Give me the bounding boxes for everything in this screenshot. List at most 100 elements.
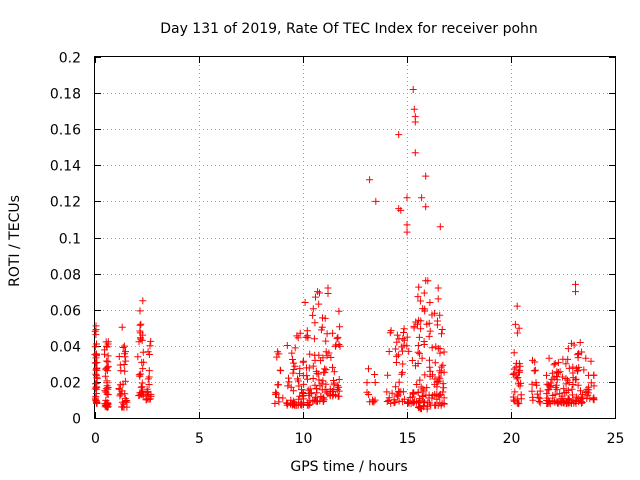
data-point [334,333,342,341]
data-point [104,352,112,360]
data-point [291,399,299,407]
data-point [543,371,550,379]
data-point [513,375,521,383]
x-tick-label: 25 [607,431,625,447]
data-point [560,385,568,393]
data-point [414,388,422,396]
data-point [312,293,319,301]
data-point [528,387,536,395]
data-point [117,367,125,375]
data-point [363,379,371,387]
data-point [294,375,301,383]
data-point [304,375,311,383]
data-point [383,398,391,405]
data-point [283,342,291,349]
data-point [298,386,305,394]
data-point [301,299,309,306]
data-point [321,314,329,322]
data-point [118,323,126,331]
data-point [415,333,423,341]
data-point [319,377,327,385]
data-point [569,374,577,382]
data-point [574,366,582,374]
data-point [398,370,406,378]
data-point [544,399,551,407]
data-point [309,375,317,382]
data-point [325,349,333,357]
data-point [418,194,426,202]
data-point [399,360,407,368]
data-point [564,355,572,363]
data-point [421,371,429,379]
data-point [416,297,424,305]
y-tick-label: 0.06 [50,304,81,320]
data-point [291,344,299,352]
data-point [405,347,413,355]
data-point [122,357,130,365]
y-tick-label: 0.02 [50,376,81,392]
y-tick-label: 0 [72,412,81,428]
data-point [274,381,282,389]
data-point [139,297,147,305]
data-point [309,362,317,370]
data-point [144,348,152,356]
data-point [416,350,423,358]
data-point [558,394,566,402]
data-point [116,381,124,389]
data-point [317,393,325,401]
data-point [410,389,418,397]
data-point [392,345,400,353]
data-point [298,401,306,409]
data-point [551,360,559,367]
data-point [404,399,412,407]
data-point [104,385,112,393]
data-point [289,369,297,377]
data-point [120,342,128,350]
data-point [550,361,558,369]
data-point [92,326,100,334]
data-point [562,360,570,368]
data-point [439,361,447,369]
data-point [137,383,145,391]
data-point [399,335,407,343]
data-point [587,357,595,365]
data-point [288,349,296,357]
data-point [91,327,99,335]
x-axis-label: GPS time / hours [290,459,407,475]
data-point [322,380,330,388]
axis-ticks: 0 0.02 0.04 0.06 0.08 0.1 0.12 0.14 0.16 0.18 0.2 0… [50,51,625,448]
data-point [510,349,518,357]
data-point [299,358,307,366]
data-point [438,399,446,407]
data-point [330,379,338,387]
data-point [118,403,126,411]
data-point [409,86,417,93]
data-point [121,398,129,405]
data-point [103,357,111,365]
data-point [387,327,395,335]
data-point [425,332,433,340]
data-point [590,396,598,404]
data-point [552,381,560,389]
data-point [309,311,317,319]
y-tick-label: 0.12 [50,195,81,211]
data-point [138,336,146,344]
data-point [426,327,434,335]
data-point [303,364,310,372]
data-point [93,373,101,381]
data-point [534,394,542,402]
x-tick-label: 0 [91,431,100,447]
data-point [103,379,111,387]
data-point [329,329,337,337]
data-point [139,365,147,373]
data-point [530,367,538,375]
data-point [143,385,151,393]
data-point [116,390,124,398]
data-point [121,390,129,398]
data-point [420,338,428,345]
data-point [420,289,428,297]
data-point [393,331,401,339]
data-point [569,396,577,404]
data-point [101,387,109,395]
data-point [417,383,425,391]
